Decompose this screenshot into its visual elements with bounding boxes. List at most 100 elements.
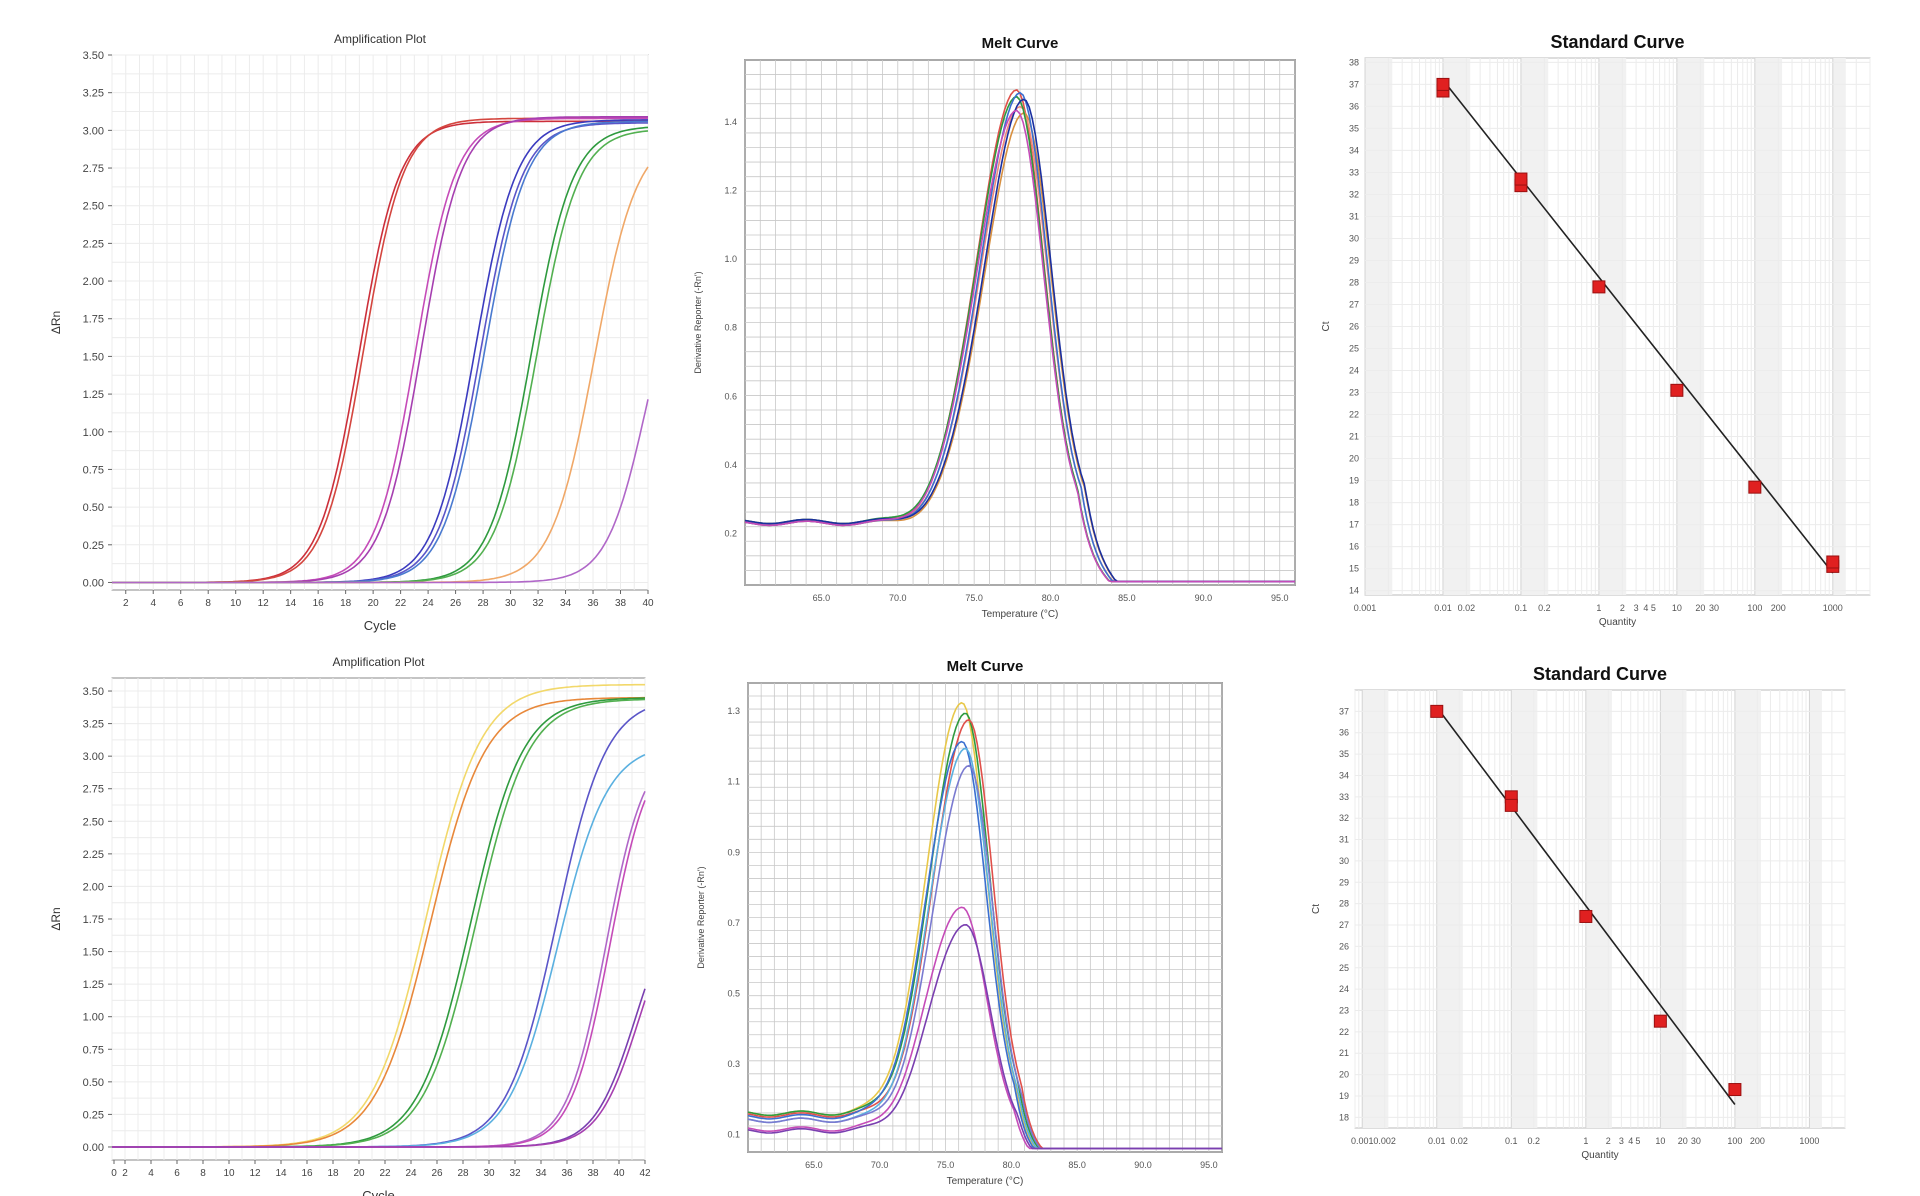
y-tick-label: 2.50 [83, 201, 104, 213]
x-tick-label: 85.0 [1118, 593, 1136, 603]
y-tick-label: 0.50 [83, 502, 104, 514]
y-tick-label: 34 [1339, 770, 1349, 780]
x-tick-label: 20 [1678, 1136, 1688, 1146]
y-tick-label: 24 [1339, 984, 1349, 994]
y-tick-label: 34 [1349, 145, 1359, 155]
decade-band [1436, 690, 1463, 1128]
y-tick-label: 25 [1339, 963, 1349, 973]
x-tick-label: 0.002 [1373, 1136, 1396, 1146]
y-tick-label: 27 [1339, 920, 1349, 930]
standard-point [1653, 1014, 1667, 1028]
y-tick-label: 31 [1349, 211, 1359, 221]
x-tick-label: 70.0 [889, 593, 907, 603]
melt-curve-top: 0.2 0.4 0.6 0.8 1.0 1.2 1.4 65.0 70.0 75.0 80.0 85.… [693, 35, 1296, 620]
y-tick-label: 17 [1349, 520, 1359, 530]
y-tick-label: 2.75 [83, 163, 104, 175]
x-tick-label: 0.01 [1428, 1136, 1446, 1146]
x-axis-label: Temperature (°C) [947, 1176, 1024, 1187]
y-tick-label: 26 [1349, 322, 1359, 332]
x-tick-label: 18 [327, 1168, 339, 1179]
y-tick-label: 19 [1339, 1091, 1349, 1101]
y-tick-label: 15 [1349, 564, 1359, 574]
x-tick-label: 6 [174, 1168, 180, 1179]
x-tick-label: 200 [1771, 603, 1786, 613]
x-axis-label: Temperature (°C) [982, 609, 1059, 620]
x-tick-label: 0.2 [1527, 1136, 1540, 1146]
x-tick-label: 30 [505, 598, 517, 609]
y-tick-label: 1.3 [727, 706, 740, 716]
y-tick-label: 0.25 [83, 1109, 104, 1121]
x-tick-label: 1000 [1799, 1136, 1819, 1146]
x-tick-label: 12 [249, 1168, 261, 1179]
x-tick-label: 0.2 [1538, 603, 1551, 613]
y-tick-label: 30 [1349, 233, 1359, 243]
x-tick-label: 26 [431, 1168, 443, 1179]
y-tick-label: 1.50 [83, 947, 104, 959]
y-tick-label: 3.50 [83, 686, 104, 698]
x-tick-label: 40 [642, 598, 654, 609]
standard-point [1504, 798, 1518, 812]
y-tick-label: 18 [1339, 1112, 1349, 1122]
plot-area [111, 54, 649, 591]
y-tick-label: 2.00 [83, 881, 104, 893]
x-tick-label: 5 [1635, 1136, 1640, 1146]
x-tick-label: 0.1 [1515, 603, 1528, 613]
y-tick-label: 0.50 [83, 1077, 104, 1089]
y-tick-label: 0.25 [83, 540, 104, 552]
x-tick-label: 40 [613, 1168, 625, 1179]
chart-title: Standard Curve [1550, 32, 1684, 52]
y-tick-label: 35 [1349, 123, 1359, 133]
y-tick-label: 25 [1349, 344, 1359, 354]
x-tick-label: 3 [1634, 603, 1639, 613]
x-tick-label: 14 [285, 598, 297, 609]
y-tick-label: 1.4 [724, 117, 737, 127]
x-tick-label: 14 [275, 1168, 287, 1179]
y-tick-label: 23 [1349, 388, 1359, 398]
x-tick-label: 3 [1619, 1136, 1624, 1146]
y-tick-label: 2.25 [83, 238, 104, 250]
y-tick-label: 0.75 [83, 464, 104, 476]
y-tick-label: 1.0 [724, 254, 737, 264]
x-tick-label: 65.0 [805, 1160, 823, 1170]
x-tick-label: 36 [587, 598, 599, 609]
y-tick-label: 0.4 [724, 460, 737, 470]
x-tick-label: 0.001 [1351, 1136, 1374, 1146]
x-tick-label: 80.0 [1003, 1160, 1021, 1170]
y-tick-label: 3.25 [83, 719, 104, 731]
x-tick-label: 10 [223, 1168, 235, 1179]
x-tick-label: 2 [1606, 1136, 1611, 1146]
chart-title: Standard Curve [1533, 664, 1667, 684]
standard-point [1514, 172, 1528, 186]
x-tick-label: 42 [639, 1168, 651, 1179]
x-tick-label: 34 [560, 598, 572, 609]
y-tick-label: 18 [1349, 498, 1359, 508]
y-tick-label: 26 [1339, 941, 1349, 951]
y-tick-label: 29 [1349, 255, 1359, 265]
decade-band [1362, 690, 1389, 1128]
standard-point [1430, 704, 1444, 718]
y-tick-label: 1.2 [724, 185, 737, 195]
x-tick-label: 4 [1643, 603, 1648, 613]
x-tick-label: 26 [450, 598, 462, 609]
amplification-series-line [112, 1000, 646, 1148]
y-tick-label: 0.5 [727, 988, 740, 998]
y-tick-label: 2.75 [83, 784, 104, 796]
standard-point [1826, 555, 1840, 569]
amplification-series-line [112, 399, 649, 584]
x-tick-label: 0.001 [1354, 603, 1377, 613]
y-tick-label: 20 [1339, 1070, 1349, 1080]
y-tick-label: 16 [1349, 542, 1359, 552]
regression-line [1436, 706, 1736, 1105]
y-tick-label: 1.00 [83, 427, 104, 439]
x-tick-label: 24 [405, 1168, 417, 1179]
x-tick-label: 6 [178, 598, 184, 609]
x-tick-label: 0.02 [1458, 603, 1476, 613]
x-tick-label: 32 [509, 1168, 521, 1179]
x-tick-label: 80.0 [1042, 593, 1060, 603]
x-tick-label: 85.0 [1068, 1160, 1086, 1170]
y-tick-label: 14 [1349, 586, 1359, 596]
x-tick-label: 22 [395, 598, 407, 609]
x-axis-label: Quantity [1599, 617, 1636, 628]
y-tick-label: 22 [1349, 410, 1359, 420]
